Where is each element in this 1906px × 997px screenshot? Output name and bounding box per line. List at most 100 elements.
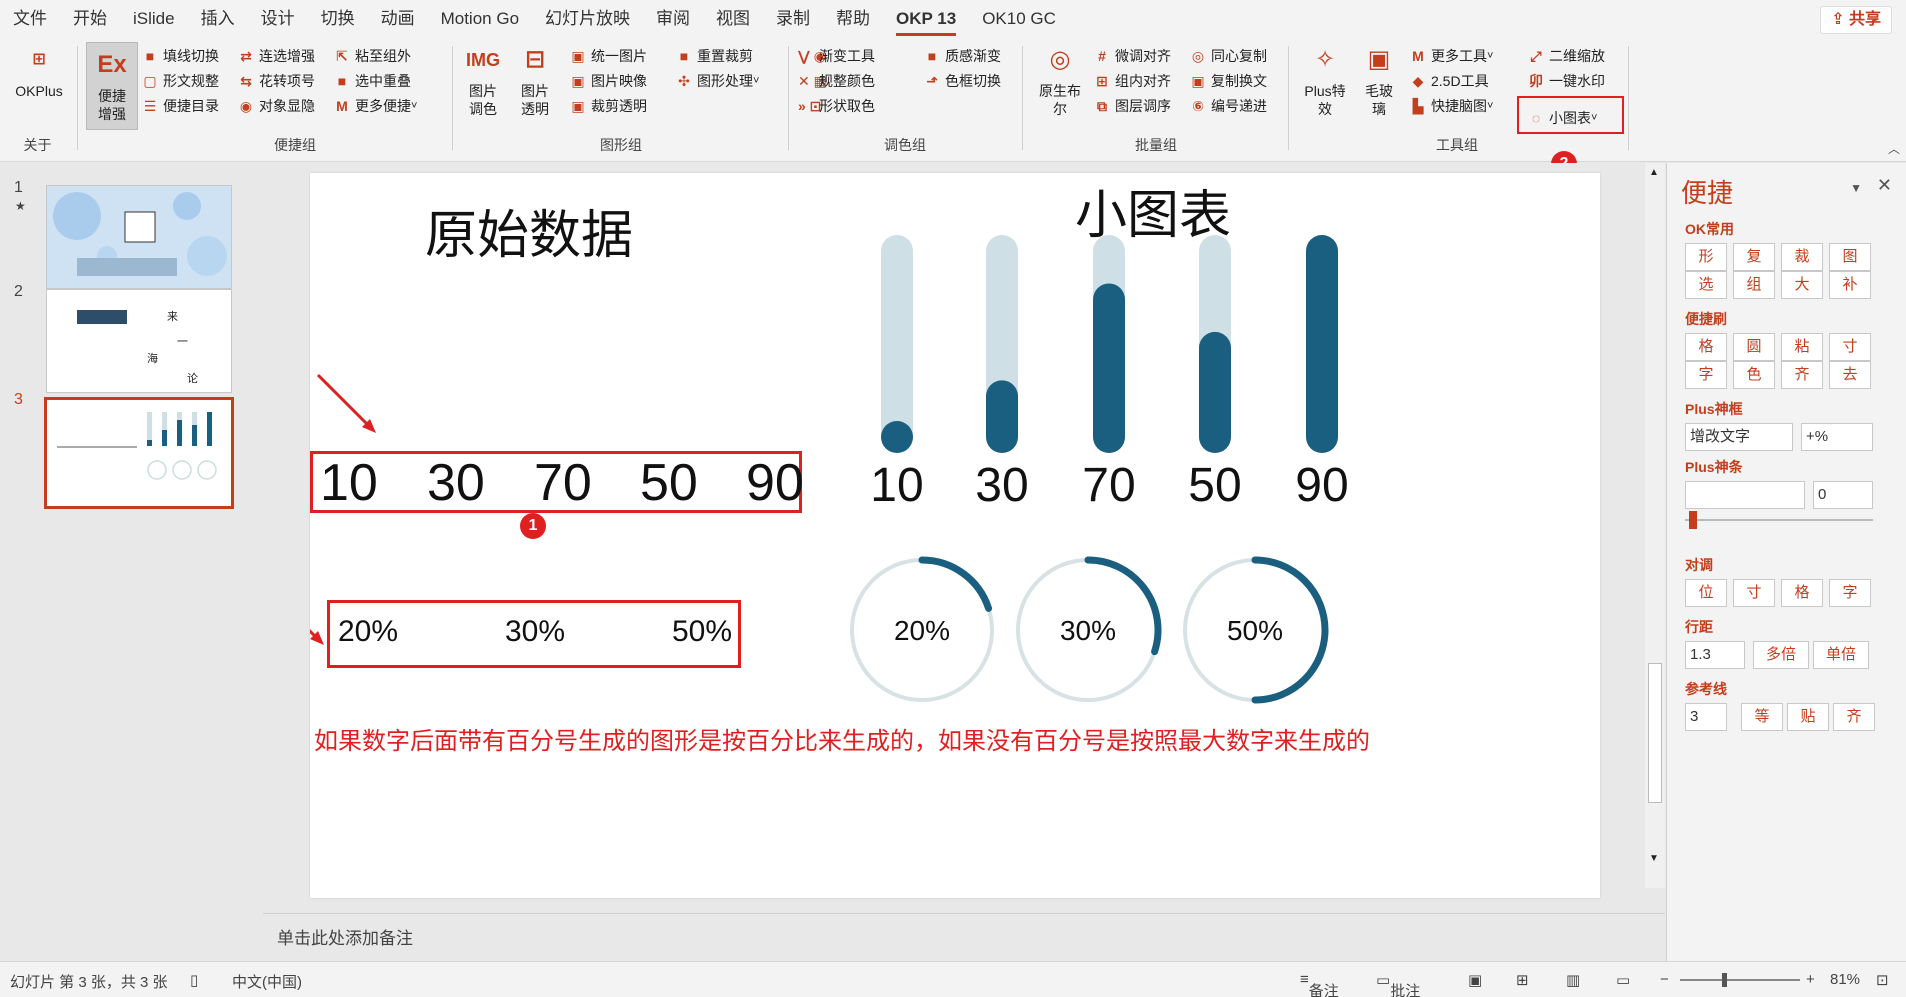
fit-slide-icon[interactable]: ⊡ xyxy=(1876,972,1889,989)
normal-view-icon[interactable]: ▣ xyxy=(1468,972,1483,989)
pane-input[interactable]: 1.3 xyxy=(1685,641,1745,669)
raw-percents-box[interactable] xyxy=(327,600,741,668)
bar-label[interactable]: 10 xyxy=(870,459,923,512)
bar-label[interactable]: 70 xyxy=(1082,459,1135,512)
menu-item-10[interactable]: 视图 xyxy=(716,9,751,28)
pane-button[interactable]: 补 xyxy=(1829,271,1871,299)
ribbon-btn-group2-3[interactable]: ✣ 图形处理 ˅ xyxy=(676,68,759,94)
menu-item-5[interactable]: 切换 xyxy=(320,9,355,28)
share-button[interactable]: ⇪ 共享 xyxy=(1820,6,1892,34)
ribbon-btn-group1-5[interactable]: ■ 选中重叠 xyxy=(334,68,411,94)
pane-button[interactable]: 选 xyxy=(1685,271,1727,299)
menu-item-6[interactable]: 动画 xyxy=(380,9,415,28)
pane-button[interactable]: 复 xyxy=(1733,243,1775,271)
pane-button[interactable]: 齐 xyxy=(1781,361,1823,389)
line-spacing-button[interactable]: 多倍 xyxy=(1753,641,1809,669)
ring-arc[interactable] xyxy=(918,556,993,612)
pane-button[interactable]: 去 xyxy=(1829,361,1871,389)
menu-item-8[interactable]: 幻灯片放映 xyxy=(545,9,631,28)
raw-value[interactable]: 30 xyxy=(427,454,485,512)
plus-bar-slider-thumb[interactable] xyxy=(1689,511,1697,529)
menu-item-3[interactable]: 插入 xyxy=(200,9,235,28)
right-title[interactable]: 小图表 xyxy=(1075,186,1232,246)
menu-item-13[interactable]: OKP 13 xyxy=(883,0,969,38)
sorter-view-icon[interactable]: ⊞ xyxy=(1516,972,1529,989)
raw-value[interactable]: 10 xyxy=(320,454,378,512)
pane-button[interactable]: 寸 xyxy=(1829,333,1871,361)
ribbon-btn-group3-1[interactable]: ■ 质感渐变 xyxy=(924,43,1001,69)
slide-thumbnail-1[interactable] xyxy=(46,185,232,289)
menu-item-11[interactable]: 录制 xyxy=(776,9,811,28)
ribbon-btn-group2-2[interactable]: ▣ 图片映像 xyxy=(570,68,647,94)
bar-label[interactable]: 50 xyxy=(1188,459,1241,512)
pane-input[interactable]: 0 xyxy=(1813,481,1873,509)
plus-effects-button[interactable]: ✧ Plus特 效 xyxy=(1296,42,1354,118)
line-spacing-button[interactable]: 单倍 xyxy=(1813,641,1869,669)
ribbon-btn-group4-1[interactable]: ◎ 同心复制 xyxy=(1190,43,1267,69)
ring-label[interactable]: 20% xyxy=(894,615,950,646)
ribbon-btn-group5-4[interactable]: ▙ 快捷脑图 ˅ xyxy=(1410,93,1494,119)
pane-button[interactable]: 格 xyxy=(1685,333,1727,361)
left-title[interactable]: 原始数据 xyxy=(425,206,634,266)
ring-arc[interactable] xyxy=(1251,556,1329,704)
explanation-note[interactable]: 如果数字后面带有百分号生成的图形是按百分比来生成的，如果没有百分号是按照最大数字… xyxy=(314,727,1370,755)
pane-button[interactable]: 图 xyxy=(1829,243,1871,271)
ribbon-btn-group5-2[interactable]: ◆ 2.5D工具 xyxy=(1410,68,1489,94)
raw-percent[interactable]: 50% xyxy=(672,615,733,648)
bar-fill[interactable] xyxy=(881,421,913,453)
raw-value[interactable]: 90 xyxy=(746,454,804,512)
bar-fill[interactable] xyxy=(1093,283,1125,453)
raw-percent[interactable]: 20% xyxy=(338,615,399,648)
collapse-ribbon-icon[interactable]: ︿ xyxy=(1887,142,1900,156)
ribbon-btn-group1-1[interactable]: ⇄ 连选增强 xyxy=(238,43,315,69)
language-indicator[interactable]: 中文(中国) xyxy=(232,974,302,991)
slide-thumbnail-2[interactable]: 来 一 海 论 xyxy=(46,289,232,393)
reading-view-icon[interactable]: ▥ xyxy=(1566,972,1581,989)
scroll-down-icon[interactable]: ▼ xyxy=(1649,853,1659,864)
raw-value[interactable]: 50 xyxy=(640,454,698,512)
vertical-scrollbar[interactable]: ▲ ▼ xyxy=(1645,163,1665,888)
pane-button[interactable]: 圆 xyxy=(1733,333,1775,361)
plus-bar-slider[interactable] xyxy=(1685,519,1873,521)
ribbon-btn-group1-3[interactable]: ▢ 形文规整 xyxy=(142,68,219,94)
zoom-level[interactable]: 81% xyxy=(1830,971,1861,988)
guide-button[interactable]: 等 xyxy=(1741,703,1783,731)
scroll-thumb[interactable] xyxy=(1648,663,1662,803)
pane-input[interactable] xyxy=(1685,481,1805,509)
native-boolean-button[interactable]: ◎ 原生布 尔 xyxy=(1030,42,1090,118)
pane-close-icon[interactable]: ✕ xyxy=(1876,175,1892,195)
ribbon-btn-group1-4[interactable]: ⇆ 花转项号 xyxy=(238,68,315,94)
ribbon-btn-group3-2[interactable]: ✕ ▦ 规整颜色 xyxy=(798,68,875,94)
zoom-slider-thumb[interactable] xyxy=(1722,973,1727,987)
image-transparent-button[interactable]: ⊟ 图片 透明 xyxy=(512,42,558,118)
frosted-glass-button[interactable]: ▣ 毛玻 璃 xyxy=(1356,42,1402,118)
slideshow-icon[interactable]: ▭ xyxy=(1616,972,1631,989)
ribbon-btn-group2-0[interactable]: ▣ 统一图片 xyxy=(570,43,647,69)
ribbon-btn-group4-5[interactable]: ⑥ 编号递进 xyxy=(1190,93,1267,119)
convenient-enhance-button[interactable]: Ex 便捷 增强 xyxy=(86,42,138,130)
zoom-slider[interactable] xyxy=(1680,979,1800,981)
bar-label[interactable]: 90 xyxy=(1295,459,1348,512)
raw-value[interactable]: 70 xyxy=(534,454,592,512)
pane-button[interactable]: 位 xyxy=(1685,579,1727,607)
ribbon-btn-group5-3[interactable]: 卯一键水印 xyxy=(1528,68,1605,94)
pane-button[interactable]: 粘 xyxy=(1781,333,1823,361)
ring-arc[interactable] xyxy=(1084,556,1162,656)
ribbon-btn-group5-0[interactable]: M 更多工具 ˅ xyxy=(1410,43,1493,69)
guide-button[interactable]: 贴 xyxy=(1787,703,1829,731)
guide-button[interactable]: 齐 xyxy=(1833,703,1875,731)
menu-item-9[interactable]: 审阅 xyxy=(656,9,691,28)
ribbon-btn-group1-0[interactable]: ■ 填线切换 xyxy=(142,43,219,69)
notes-pane[interactable]: 单击此处添加备注 xyxy=(263,913,1665,961)
ribbon-btn-group3-4[interactable]: » ⊡ 形状取色 xyxy=(798,93,875,119)
pane-button[interactable]: 大 xyxy=(1781,271,1823,299)
pane-button[interactable]: 组 xyxy=(1733,271,1775,299)
ribbon-btn-group1-6[interactable]: ☰ 便捷目录 xyxy=(142,93,219,119)
ribbon-btn-group1-2[interactable]: ⇱ 粘至组外 xyxy=(334,43,411,69)
ribbon-btn-group2-1[interactable]: ■ 重置裁剪 xyxy=(676,43,753,69)
pane-input[interactable]: 3 xyxy=(1685,703,1727,731)
pane-button[interactable]: 形 xyxy=(1685,243,1727,271)
ribbon-btn-group4-2[interactable]: ⊞ 组内对齐 xyxy=(1094,68,1171,94)
image-color-button[interactable]: IMG 图片 调色 xyxy=(460,42,506,118)
zoom-in-icon[interactable]: + xyxy=(1806,971,1815,988)
